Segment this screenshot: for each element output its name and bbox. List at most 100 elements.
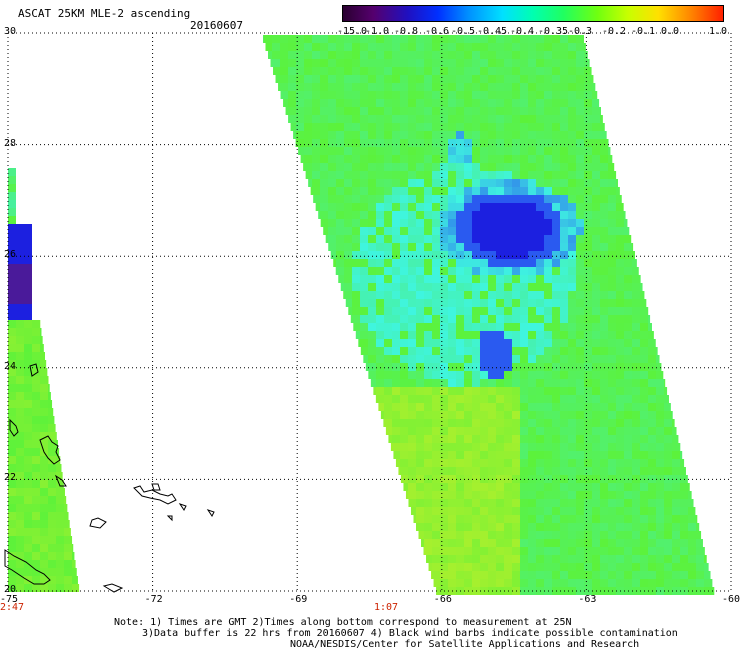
swath-cell xyxy=(528,195,536,203)
swath-cell xyxy=(576,35,584,43)
swath-cell xyxy=(584,363,592,371)
swath-cell xyxy=(360,75,368,83)
swath-cell xyxy=(32,528,40,536)
swath-cell xyxy=(352,43,360,51)
swath-cell xyxy=(536,387,544,395)
swath-cell xyxy=(568,363,576,371)
swath-cell xyxy=(520,387,528,395)
swath-cell xyxy=(432,131,440,139)
swath-cell xyxy=(328,155,336,163)
swath-cell xyxy=(488,443,496,451)
swath-cell xyxy=(560,419,568,427)
swath-cell xyxy=(584,115,592,123)
swath-cell xyxy=(440,243,448,251)
swath-cell xyxy=(472,243,480,251)
swath-cell xyxy=(472,379,480,387)
swath-cell xyxy=(552,371,560,379)
swath-cell xyxy=(600,171,608,179)
swath-cell xyxy=(328,227,336,235)
swath-cell xyxy=(440,155,448,163)
swath-cell xyxy=(504,123,512,131)
swath-cell xyxy=(512,123,520,131)
swath-cell xyxy=(584,251,592,259)
swath-cell xyxy=(448,467,456,475)
swath-cell xyxy=(440,91,448,99)
swath-cell xyxy=(320,99,328,107)
swath-cell xyxy=(64,544,72,552)
swath-cell xyxy=(552,35,560,43)
swath-cell xyxy=(600,275,608,283)
swath-cell xyxy=(584,411,592,419)
swath-cell xyxy=(552,467,560,475)
swath-cell xyxy=(488,419,496,427)
swath-cell xyxy=(376,227,384,235)
swath-cell xyxy=(664,387,667,395)
swath-cell xyxy=(592,387,600,395)
swath-cell xyxy=(408,83,416,91)
swath-cell xyxy=(520,67,528,75)
swath-cell xyxy=(344,227,352,235)
swath-cell xyxy=(624,251,632,259)
swath-cell xyxy=(552,419,560,427)
swath-cell xyxy=(616,235,624,243)
swath-cell xyxy=(600,155,608,163)
swath-cell xyxy=(568,291,576,299)
swath-cell xyxy=(464,347,472,355)
swath-cell xyxy=(704,563,709,571)
swath-cell xyxy=(560,515,568,523)
swath-cell xyxy=(520,515,528,523)
swath-cell xyxy=(16,472,24,480)
swath-cell xyxy=(368,83,376,91)
swath-cell xyxy=(416,195,424,203)
swath-cell xyxy=(368,235,376,243)
swath-cell xyxy=(424,491,432,499)
swath-cell xyxy=(432,507,440,515)
swath-cell xyxy=(24,408,32,416)
swath-cell xyxy=(664,547,672,555)
swath-cell xyxy=(504,139,512,147)
swath-cell xyxy=(488,555,496,563)
swath-cell xyxy=(448,67,456,75)
swath-cell xyxy=(440,171,448,179)
swath-cell xyxy=(472,531,480,539)
swath-cell xyxy=(440,99,448,107)
swath-cell xyxy=(672,555,680,563)
swath-cell xyxy=(424,387,432,395)
swath-cell xyxy=(424,123,432,131)
swath-cell xyxy=(656,419,664,427)
swath-cell xyxy=(648,403,656,411)
x-tick-label: -63 xyxy=(578,594,596,605)
swath-cell xyxy=(528,355,536,363)
swath-cell xyxy=(648,395,656,403)
swath-cell xyxy=(472,507,480,515)
swath-cell xyxy=(576,579,584,587)
swath-cell xyxy=(648,331,654,339)
swath-cell xyxy=(536,499,544,507)
swath-cell xyxy=(368,259,376,267)
swath-cell xyxy=(336,235,344,243)
swath-cell xyxy=(376,299,384,307)
swath-cell xyxy=(400,419,408,427)
swath-cell xyxy=(408,131,416,139)
swath-cell xyxy=(400,59,408,67)
swath-cell xyxy=(600,291,608,299)
swath-cell xyxy=(520,395,528,403)
swath-cell xyxy=(544,115,552,123)
swath-cell xyxy=(48,552,56,560)
swath-cell xyxy=(496,323,504,331)
swath-cell xyxy=(592,427,600,435)
swath-cell xyxy=(520,435,528,443)
swath-cell xyxy=(520,99,528,107)
swath-cell xyxy=(520,163,528,171)
swath-cell xyxy=(40,552,48,560)
swath-cell xyxy=(496,579,504,587)
swath-cell xyxy=(560,547,568,555)
swath-cell xyxy=(408,491,416,499)
swath-cell xyxy=(568,483,576,491)
swath-cell xyxy=(40,376,48,384)
swath-cell xyxy=(24,376,32,384)
swath-cell xyxy=(440,291,448,299)
swath-cell xyxy=(696,523,699,531)
swath-cell xyxy=(56,552,64,560)
swath-cell xyxy=(384,99,392,107)
